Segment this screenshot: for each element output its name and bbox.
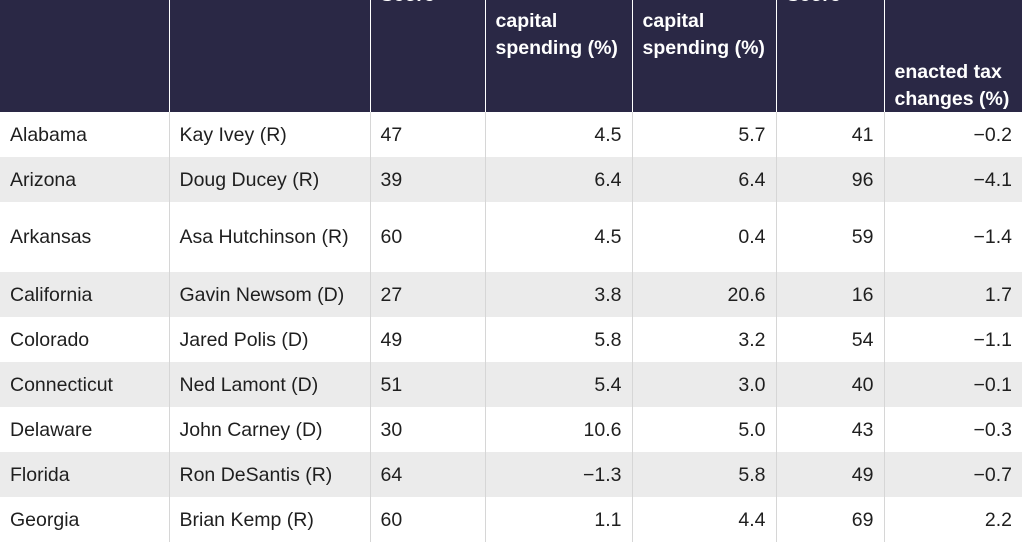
cell-state: Connecticut bbox=[0, 362, 169, 407]
cell-score-2: 41 bbox=[775, 112, 884, 157]
cell-governor: Ron DeSantis (R) bbox=[168, 452, 370, 497]
cell-state: Colorado bbox=[0, 317, 169, 362]
header-capital-spending-2: capital spending (%) bbox=[631, 0, 776, 112]
header-score-2-label: Score bbox=[787, 0, 874, 8]
header-score-1: Score bbox=[369, 0, 485, 112]
header-score-2: Score bbox=[775, 0, 884, 112]
header-enacted-tax-changes-label: enacted tax changes (%) bbox=[894, 61, 1010, 110]
header-capital-spending-2-label: capital spending (%) bbox=[642, 10, 765, 59]
cell-enacted-tax-changes: −0.3 bbox=[883, 407, 1022, 452]
cell-capital-spending-1: 3.8 bbox=[484, 272, 632, 317]
table-body: Alabama Kay Ivey (R) 47 4.5 5.7 41 −0.2 Arizona… bbox=[0, 112, 1022, 542]
cell-score-1: 60 bbox=[369, 202, 485, 272]
cell-governor: Brian Kemp (R) bbox=[168, 497, 370, 542]
cell-score-1: 30 bbox=[369, 407, 485, 452]
table-row: Colorado Jared Polis (D) 49 5.8 3.2 54 −1.1 bbox=[0, 317, 1022, 362]
table-row: Connecticut Ned Lamont (D) 51 5.4 3.0 40 −0.1 bbox=[0, 362, 1022, 407]
header-capital-spending-1-label: capital spending (%) bbox=[495, 10, 618, 59]
cell-score-2: 43 bbox=[775, 407, 884, 452]
cell-governor: Asa Hutchinson (R) bbox=[168, 202, 370, 272]
cell-state: California bbox=[0, 272, 169, 317]
cell-score-2: 49 bbox=[775, 452, 884, 497]
cell-capital-spending-2: 0.4 bbox=[631, 202, 776, 272]
cell-capital-spending-1: 6.4 bbox=[484, 157, 632, 202]
cell-capital-spending-1: 5.4 bbox=[484, 362, 632, 407]
cell-capital-spending-1: 4.5 bbox=[484, 202, 632, 272]
cell-score-1: 51 bbox=[369, 362, 485, 407]
cell-score-1: 27 bbox=[369, 272, 485, 317]
cell-enacted-tax-changes: −0.1 bbox=[883, 362, 1022, 407]
cell-capital-spending-2: 5.0 bbox=[631, 407, 776, 452]
cell-state: Arizona bbox=[0, 157, 169, 202]
cell-governor: Gavin Newsom (D) bbox=[168, 272, 370, 317]
cell-score-1: 47 bbox=[369, 112, 485, 157]
cell-score-2: 96 bbox=[775, 157, 884, 202]
cell-state: Arkansas bbox=[0, 202, 169, 272]
cell-capital-spending-1: 5.8 bbox=[484, 317, 632, 362]
cell-state: Delaware bbox=[0, 407, 169, 452]
cell-score-2: 16 bbox=[775, 272, 884, 317]
cell-score-1: 64 bbox=[369, 452, 485, 497]
cell-governor: Kay Ivey (R) bbox=[168, 112, 370, 157]
cell-enacted-tax-changes: −0.7 bbox=[883, 452, 1022, 497]
cell-governor: Ned Lamont (D) bbox=[168, 362, 370, 407]
cell-governor: Doug Ducey (R) bbox=[168, 157, 370, 202]
cell-state: Florida bbox=[0, 452, 169, 497]
header-score-1-label: Score bbox=[381, 0, 475, 8]
cell-capital-spending-1: −1.3 bbox=[484, 452, 632, 497]
cell-score-2: 54 bbox=[775, 317, 884, 362]
table-row: Delaware John Carney (D) 30 10.6 5.0 43 −0.3 bbox=[0, 407, 1022, 452]
cell-score-1: 60 bbox=[369, 497, 485, 542]
cell-enacted-tax-changes: 1.7 bbox=[883, 272, 1022, 317]
header-state bbox=[0, 0, 169, 112]
cell-capital-spending-1: 4.5 bbox=[484, 112, 632, 157]
cell-enacted-tax-changes: −4.1 bbox=[883, 157, 1022, 202]
cell-score-2: 40 bbox=[775, 362, 884, 407]
table-row: Florida Ron DeSantis (R) 64 −1.3 5.8 49 −0.7 bbox=[0, 452, 1022, 497]
header-row: Score capital spending (%) capital spend… bbox=[0, 0, 1022, 112]
cell-enacted-tax-changes: 2.2 bbox=[883, 497, 1022, 542]
table-row: California Gavin Newsom (D) 27 3.8 20.6 16 1.7 bbox=[0, 272, 1022, 317]
header-enacted-tax-changes: enacted tax changes (%) bbox=[883, 0, 1022, 112]
header-capital-spending-1: capital spending (%) bbox=[484, 0, 632, 112]
header-governor bbox=[168, 0, 370, 112]
table-row: Arkansas Asa Hutchinson (R) 60 4.5 0.4 59 −1.4 bbox=[0, 202, 1022, 272]
cell-capital-spending-2: 3.0 bbox=[631, 362, 776, 407]
cell-score-2: 59 bbox=[775, 202, 884, 272]
cell-capital-spending-1: 1.1 bbox=[484, 497, 632, 542]
cell-governor: John Carney (D) bbox=[168, 407, 370, 452]
table-header: Score capital spending (%) capital spend… bbox=[0, 0, 1022, 112]
table-row: Georgia Brian Kemp (R) 60 1.1 4.4 69 2.2 bbox=[0, 497, 1022, 542]
cell-enacted-tax-changes: −1.4 bbox=[883, 202, 1022, 272]
cell-enacted-tax-changes: −1.1 bbox=[883, 317, 1022, 362]
cell-capital-spending-2: 3.2 bbox=[631, 317, 776, 362]
cell-capital-spending-2: 5.7 bbox=[631, 112, 776, 157]
cell-score-1: 49 bbox=[369, 317, 485, 362]
cell-score-2: 69 bbox=[775, 497, 884, 542]
table-row: Arizona Doug Ducey (R) 39 6.4 6.4 96 −4.1 bbox=[0, 157, 1022, 202]
cell-governor: Jared Polis (D) bbox=[168, 317, 370, 362]
cell-state: Georgia bbox=[0, 497, 169, 542]
cell-capital-spending-2: 6.4 bbox=[631, 157, 776, 202]
cell-capital-spending-2: 20.6 bbox=[631, 272, 776, 317]
table-row: Alabama Kay Ivey (R) 47 4.5 5.7 41 −0.2 bbox=[0, 112, 1022, 157]
cell-state: Alabama bbox=[0, 112, 169, 157]
cell-enacted-tax-changes: −0.2 bbox=[883, 112, 1022, 157]
cell-capital-spending-1: 10.6 bbox=[484, 407, 632, 452]
cell-capital-spending-2: 4.4 bbox=[631, 497, 776, 542]
cell-capital-spending-2: 5.8 bbox=[631, 452, 776, 497]
cell-score-1: 39 bbox=[369, 157, 485, 202]
